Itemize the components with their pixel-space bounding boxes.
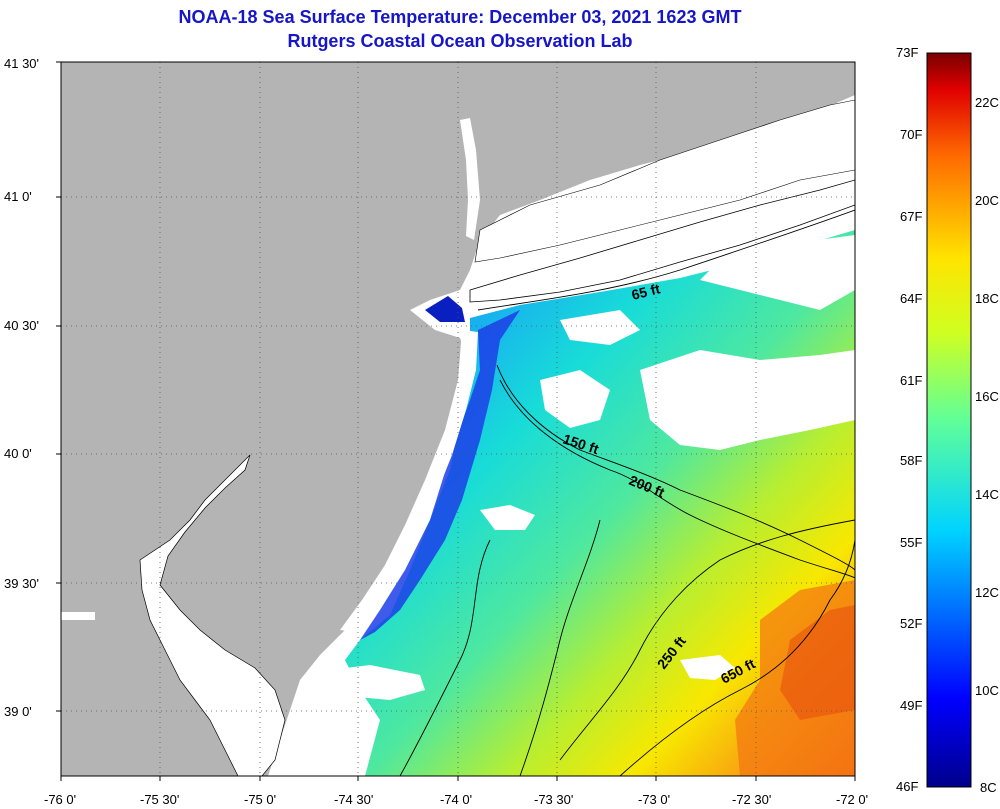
colorbar-f-label: 55F (900, 535, 923, 550)
lon-label: -74 0' (440, 792, 473, 807)
lat-label: 40 30' (4, 318, 40, 333)
dc-river-strip (61, 612, 95, 620)
land-mass (61, 62, 855, 776)
colorbar-c-label: 22C (975, 95, 999, 110)
lon-label: -72 0' (836, 792, 869, 807)
colorbar-f-label: 67F (900, 209, 923, 224)
lon-label: -74 30' (334, 792, 374, 807)
colorbar-f-label: 58F (900, 453, 923, 468)
colorbar-f-label: 61F (900, 373, 923, 388)
colorbar-f-label: 70F (900, 127, 923, 142)
colorbar-f-label: 46F (896, 779, 919, 794)
contour-150ft (496, 364, 855, 571)
delaware-bay (139, 454, 286, 776)
colorbar-c-label: 20C (975, 193, 999, 208)
nj-coast-strip (340, 330, 478, 632)
bathymetry-contours (399, 209, 855, 776)
lat-label: 41 0' (4, 189, 32, 204)
map-title: NOAA-18 Sea Surface Temperature: Decembe… (178, 7, 742, 27)
contour-extra (399, 539, 491, 776)
contour-650ft (619, 539, 855, 776)
lon-label: -75 30' (140, 792, 180, 807)
warmer-core (780, 605, 855, 720)
contour-label-65ft: 65 ft (630, 280, 662, 303)
colorbar-c-label: 14C (975, 487, 999, 502)
contour-250ft (559, 519, 855, 761)
cloud-patch (700, 235, 855, 310)
cloud-patch (480, 505, 535, 530)
lon-label: -72 30' (732, 792, 772, 807)
cloud-patch (330, 665, 425, 700)
cloud-patch (640, 350, 855, 450)
lat-label: 40 0' (4, 446, 32, 461)
lon-label: -73 30' (534, 792, 574, 807)
colorbar-f-label: 73F (896, 45, 919, 60)
graticule (61, 62, 855, 776)
lon-label: -76 0' (44, 792, 77, 807)
colorbar-f-label: 64F (900, 291, 923, 306)
colorbar-c-label: 18C (975, 291, 999, 306)
cloud-patch (540, 370, 610, 428)
lon-label: -73 0' (638, 792, 671, 807)
contour-extra (519, 519, 601, 776)
ct-coast-clouds (474, 99, 855, 263)
lon-label: -75 0' (244, 792, 277, 807)
colorbar-f-label: 49F (900, 698, 923, 713)
hudson-river (460, 118, 480, 240)
tick-marks (56, 61, 856, 781)
contour-65ft (477, 209, 855, 311)
colorbar-f-label: 52F (900, 616, 923, 631)
cloud-patch (560, 310, 640, 345)
colorbar-c-label: 10C (975, 683, 999, 698)
cold-nearshore-band (360, 310, 520, 640)
lat-label: 41 30' (4, 56, 40, 71)
cloud-patch (680, 655, 735, 680)
lat-label: 39 0' (4, 704, 32, 719)
colorbar-c-label: 8C (980, 780, 997, 795)
color-bar (926, 52, 972, 788)
ny-bight-cold-patch (425, 296, 465, 322)
map-subtitle: Rutgers Coastal Ocean Observation Lab (287, 31, 633, 51)
colorbar-c-label: 12C (975, 585, 999, 600)
lat-label: 39 30' (4, 576, 40, 591)
colorbar-c-label: 16C (975, 389, 999, 404)
long-island (469, 179, 855, 303)
contour-200ft (499, 379, 855, 579)
